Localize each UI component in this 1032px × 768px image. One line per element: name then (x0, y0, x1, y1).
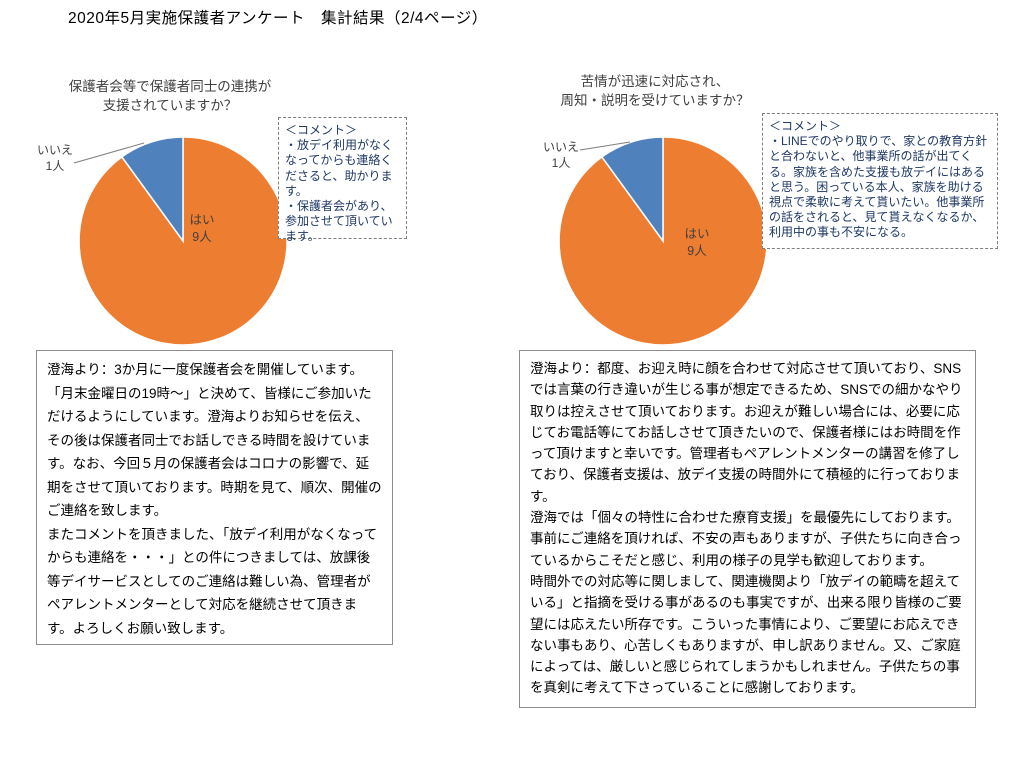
comment-heading-right: ＜コメント＞ (769, 119, 842, 133)
pie-label-no-left-text: いいえ (36, 143, 73, 157)
leader-line-no (73, 142, 145, 164)
answer-paragraphs-left-item-0: 澄海より：3か月に一度保護者会を開催しています。「月末金曜日の19時～」と決めて… (47, 362, 382, 518)
answer-paragraphs-left: 澄海より：3か月に一度保護者会を開催しています。「月末金曜日の19時～」と決めて… (47, 358, 382, 640)
pie-chart-left (73, 136, 288, 346)
leader-line-no (579, 141, 631, 151)
answer-paragraphs-right: 澄海より：都度、お迎え時に顔を合わせて対応させて頂いており、SNSでは言葉の行き… (530, 358, 965, 699)
pie-label-no-right-text: いいえ (542, 140, 579, 154)
pie-label-yes-right-text: はい (684, 227, 710, 241)
pie-slice-いいえ (120, 136, 184, 244)
pie-label-no-left: いいえ 1人 (30, 142, 80, 174)
pie-label-no-left-count: 1人 (45, 159, 65, 173)
answer-paragraphs-right-item-2: 時間外での対応等に関しまして、関連機関より「放デイの範疇を超えている」と指摘を受… (530, 573, 962, 696)
pie-slice-いいえ (600, 136, 664, 244)
question-title-left-line1: 保護者会等で保護者同士の連携が (68, 79, 272, 94)
pie-chart-right (558, 136, 768, 346)
question-title-left-line2: 支援されていますか？ (102, 98, 238, 113)
answer-paragraphs-right-item-1: 澄海では「個々の特性に合わせた療育支援」を最優先にしております。事前にご連絡を頂… (530, 510, 962, 568)
question-title-right: 苦情が迅速に対応され、 周知・説明を受けていますか？ (505, 72, 805, 110)
question-title-left: 保護者会等で保護者同士の連携が 支援されていますか？ (20, 77, 320, 115)
answer-paragraphs-left-item-1: またコメントを頂きました、「放デイ利用がなくなってからも連絡を・・・」との件につ… (47, 526, 378, 636)
comment-items-right-item-0: ・LINEでのやり取りで、家との教育方針と合わないと、他事業所の話が出てくる。家… (769, 134, 988, 240)
pie-label-yes-right-count: 9人 (687, 244, 707, 258)
question-title-right-line2: 周知・説明を受けていますか？ (560, 93, 750, 108)
pie-label-no-right: いいえ 1人 (536, 139, 586, 171)
pie-label-yes-left-count: 9人 (192, 230, 212, 244)
comment-box-left: ＜コメント＞ ・放デイ利用がなくなってからも連絡くださると、助かります。 ・保護者… (278, 117, 407, 243)
question-title-right-line1: 苦情が迅速に対応され、 (580, 74, 730, 89)
answer-paragraphs-right-item-0: 澄海より：都度、お迎え時に顔を合わせて対応させて頂いており、SNSでは言葉の行き… (530, 361, 963, 504)
pie-label-no-right-count: 1人 (551, 156, 571, 170)
pie-label-yes-right: はい 9人 (672, 226, 722, 260)
answer-text-box-right: 澄海より：都度、お迎え時に顔を合わせて対応させて頂いており、SNSでは言葉の行き… (519, 350, 976, 708)
page-title: 2020年5月実施保護者アンケート 集計結果（2/4ページ） (68, 10, 488, 27)
answer-text-box-left: 澄海より：3か月に一度保護者会を開催しています。「月末金曜日の19時～」と決めて… (36, 350, 393, 645)
pie-chart-area-left: いいえ 1人 はい 9人 (30, 133, 360, 351)
pie-label-yes-left: はい 9人 (177, 212, 227, 246)
pie-chart-area-right: いいえ 1人 はい 9人 (510, 133, 840, 351)
comment-items-left-item-1: ・保護者会があり、参加させて頂いています。 (285, 199, 393, 244)
comment-box-right: ＜コメント＞ ・LINEでのやり取りで、家との教育方針と合わないと、他事業所の話… (762, 113, 998, 249)
pie-label-yes-left-text: はい (189, 213, 215, 227)
comment-items-left: ・放デイ利用がなくなってからも連絡くださると、助かります。 ・保護者会があり、参加… (285, 138, 400, 244)
comment-items-right: ・LINEでのやり取りで、家との教育方針と合わないと、他事業所の話が出てくる。家… (769, 134, 991, 240)
comment-heading-left: ＜コメント＞ (285, 123, 358, 137)
comment-items-left-item-0: ・放デイ利用がなくなってからも連絡くださると、助かります。 (285, 138, 394, 198)
